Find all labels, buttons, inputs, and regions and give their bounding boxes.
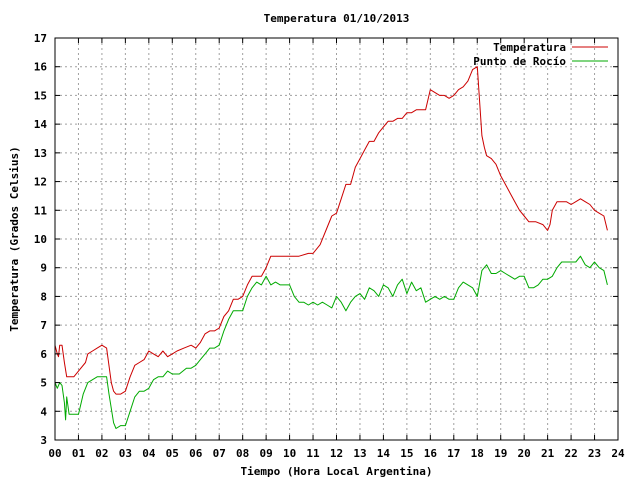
x-tick-label: 24	[611, 447, 625, 460]
x-tick-label: 15	[400, 447, 413, 460]
y-tick-label: 11	[34, 204, 48, 217]
y-tick-label: 8	[40, 290, 47, 303]
series-lines	[54, 66, 608, 429]
x-tick-label: 18	[471, 447, 484, 460]
series-line-temperatura	[54, 66, 608, 395]
y-tick-label: 10	[34, 233, 47, 246]
x-tick-label: 14	[377, 447, 391, 460]
x-tick-label: 09	[260, 447, 273, 460]
x-tick-label: 21	[541, 447, 555, 460]
x-tick-label: 02	[95, 447, 108, 460]
x-tick-label: 11	[306, 447, 320, 460]
legend-label: Temperatura	[493, 41, 566, 54]
y-tick-label: 15	[34, 89, 47, 102]
x-tick-label: 01	[72, 447, 86, 460]
x-tick-label: 04	[142, 447, 156, 460]
x-tick-label: 06	[189, 447, 203, 460]
y-tick-label: 12	[34, 176, 47, 189]
y-axis-title: Temperatura (Grados Celsius)	[8, 146, 21, 331]
x-tick-label: 23	[588, 447, 601, 460]
y-tick-label: 14	[34, 118, 48, 131]
x-tick-label: 16	[424, 447, 438, 460]
x-tick-label: 10	[283, 447, 296, 460]
x-tick-label: 05	[166, 447, 179, 460]
y-tick-label: 9	[40, 262, 47, 275]
y-tick-label: 3	[40, 434, 47, 447]
y-tick-label: 6	[40, 348, 47, 361]
y-tick-label: 17	[34, 32, 47, 45]
x-tick-label: 19	[494, 447, 507, 460]
x-tick-label: 03	[119, 447, 132, 460]
x-tick-label: 08	[236, 447, 249, 460]
x-tick-label: 13	[353, 447, 366, 460]
y-tick-label: 5	[40, 377, 47, 390]
x-tick-label: 07	[213, 447, 226, 460]
legend-label: Punto de Rocío	[473, 55, 566, 68]
series-line-punto-de-rocio	[54, 255, 608, 429]
y-tick-label: 7	[40, 319, 47, 332]
x-tick-label: 00	[48, 447, 61, 460]
y-tick-label: 13	[34, 147, 47, 160]
x-tick-label: 22	[564, 447, 577, 460]
x-tick-label: 17	[447, 447, 460, 460]
y-tick-label: 16	[34, 61, 48, 74]
y-tick-label: 4	[40, 405, 47, 418]
chart-title: Temperatura 01/10/2013	[264, 12, 410, 25]
x-tick-label: 20	[518, 447, 531, 460]
ticks: 00 01 02 03 04 05 06 07 08 09 10 11 12 13 14 15 16 17 18 19…	[34, 32, 625, 460]
x-axis-title: Tiempo (Hora Local Argentina)	[240, 465, 432, 478]
x-tick-label: 12	[330, 447, 343, 460]
